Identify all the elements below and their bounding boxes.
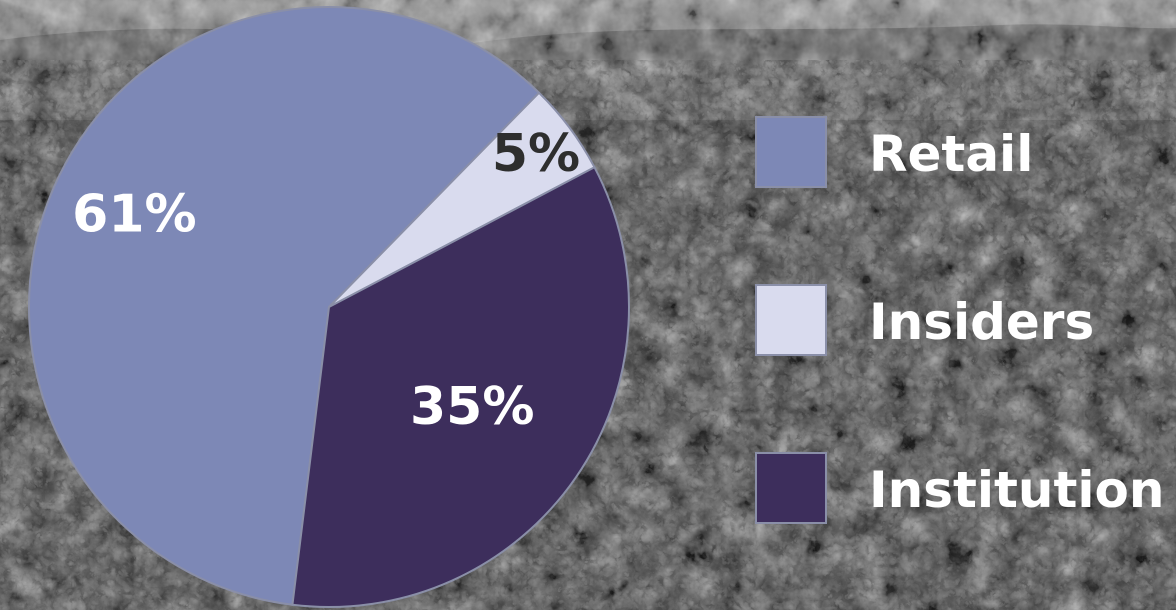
pie-slice-retail — [28, 6, 541, 606]
legend-label-retail: Retail — [869, 125, 1034, 183]
legend-swatch-institution — [755, 452, 827, 524]
legend-swatch-insiders — [755, 284, 827, 356]
legend-item-institution: Institution — [755, 452, 1170, 528]
data-label-retail: 61% — [72, 184, 196, 244]
pie-slice-institution — [291, 165, 630, 608]
legend-item-insiders: Insiders — [755, 284, 1170, 360]
data-label-institution: 35% — [410, 377, 534, 437]
data-label-insiders: 5% — [492, 124, 580, 184]
legend-label-institution: Institution — [869, 461, 1165, 519]
legend-swatch-retail — [755, 116, 827, 188]
legend-item-retail: Retail — [755, 116, 1170, 192]
legend-label-insiders: Insiders — [869, 293, 1095, 351]
